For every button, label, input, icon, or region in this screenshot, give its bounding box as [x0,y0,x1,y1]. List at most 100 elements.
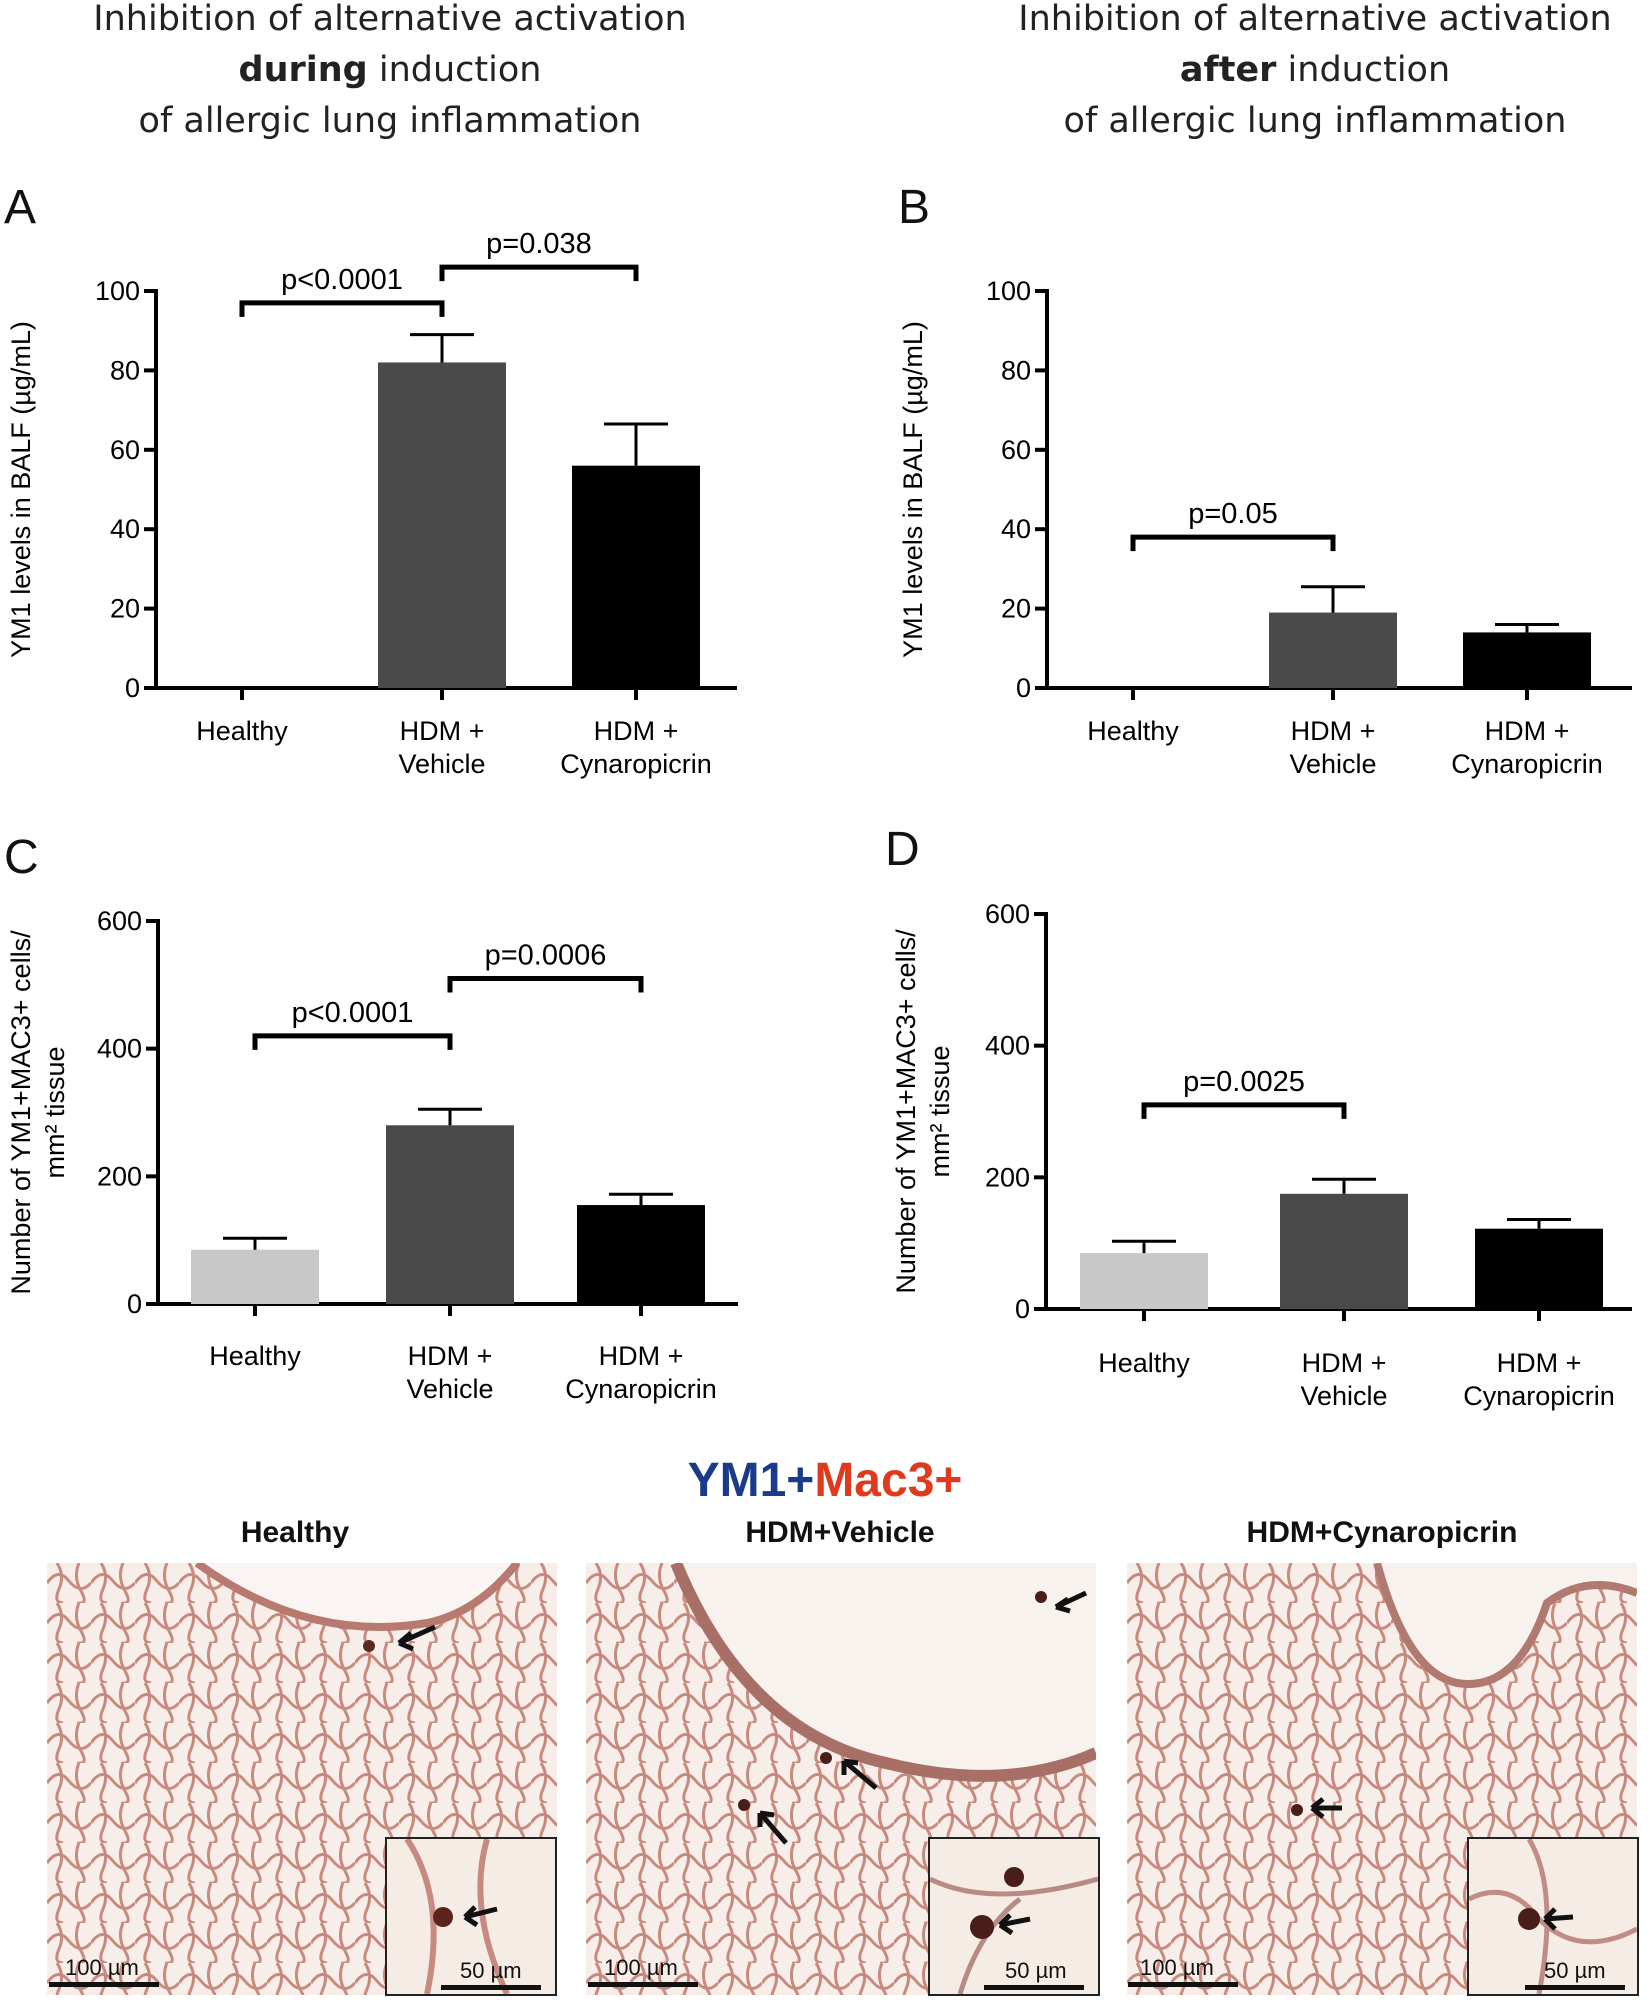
scale-bar-cynaropicrin [1128,1982,1238,1987]
y-tick-label-a: 20 [110,594,140,624]
heading-right-line1: Inhibition of alternative activation [1018,0,1612,39]
scale-bar-healthy [49,1982,159,1987]
scale-inset-cynaropicrin: 50 µm [1544,1958,1606,1983]
y-axis-label-c: mm² tissue [40,1046,70,1178]
scale-main-healthy: 100 µm [65,1955,139,1980]
x-tick-label-b: Cynaropicrin [1451,749,1603,779]
heading-left-line3: of allergic lung inflammation [138,101,642,141]
y-tick-label-b: 40 [1001,514,1031,544]
bar-c-0 [191,1249,319,1304]
y-tick-label-c: 0 [127,1289,142,1319]
y-axis-label-a: YM1 levels in BALF (µg/mL) [6,321,36,658]
scale-main-cynaropicrin: 100 µm [1140,1955,1214,1980]
bar-d-1 [1280,1193,1408,1309]
bar-c-2 [577,1205,705,1304]
bar-c-1 [386,1125,514,1304]
significance-bracket-d-0 [1141,1102,1347,1119]
heading-right-line2-rest: induction [1276,50,1451,90]
x-tick-label-b: Vehicle [1289,749,1376,779]
x-tick-label-a: HDM + [594,716,679,746]
staining-mac3-label: Mac3+ [814,1454,963,1507]
scale-inset-bar-vehicle [984,1985,1084,1990]
heading-left-bold: during [238,50,368,90]
scale-inset-healthy: 50 µm [460,1958,522,1983]
x-tick-label-d: Vehicle [1300,1381,1387,1411]
panel-letter-b: B [898,181,931,234]
x-tick-label-d: Cynaropicrin [1463,1381,1615,1411]
y-tick-label-b: 80 [1001,355,1031,385]
heading-right-line3: of allergic lung inflammation [1063,101,1567,141]
p-value-label-a-1: p=0.038 [486,228,592,260]
micrograph-label-healthy: Healthy [240,1516,350,1549]
x-tick-label-c: HDM + [599,1341,684,1371]
heading-left-line1: Inhibition of alternative activation [93,0,687,39]
p-value-label-c-0: p<0.0001 [292,997,414,1029]
y-tick-label-a: 60 [110,435,140,465]
y-tick-label-c: 400 [97,1034,142,1064]
y-axis-label-d: mm² tissue [925,1045,955,1177]
p-value-label-c-1: p=0.0006 [485,939,607,971]
bar-d-0 [1080,1253,1208,1309]
y-axis-label-b: YM1 levels in BALF (µg/mL) [898,321,928,658]
staining-ym1-label: YM1+ [687,1454,815,1507]
scale-inset-bar-cynaropicrin [1525,1985,1625,1990]
y-tick-label-d: 400 [985,1031,1030,1061]
significance-bracket-b-0 [1130,534,1336,552]
bar-b-1 [1269,612,1397,688]
bar-b-2 [1463,632,1591,688]
y-axis-label-d: Number of YM1+MAC3+ cells/ [891,929,921,1294]
micrograph-label-vehicle: HDM+Vehicle [745,1516,935,1549]
bar-a-1 [378,362,506,688]
y-tick-label-d: 200 [985,1162,1030,1192]
x-tick-label-a: Vehicle [398,749,485,779]
x-tick-label-c: HDM + [408,1341,493,1371]
y-tick-label-b: 20 [1001,594,1031,624]
x-tick-label-a: HDM + [400,716,485,746]
x-tick-label-c: Cynaropicrin [565,1374,717,1404]
significance-bracket-c-1 [447,975,644,993]
panel-letter-d: D [885,823,920,876]
heading-right-bold: after [1179,50,1277,90]
x-tick-label-d: Healthy [1098,1348,1190,1378]
x-tick-label-b: HDM + [1485,716,1570,746]
inset-healthy [385,1837,557,1996]
inset-cynaropicrin [1467,1837,1639,1996]
heading-left-line2-rest: induction [367,50,542,90]
x-tick-label-b: Healthy [1087,716,1179,746]
scale-main-vehicle: 100 µm [604,1955,678,1980]
staining-title: YM1+Mac3+ [0,1453,1650,1508]
panel-letter-c: C [4,831,39,884]
y-tick-label-b: 100 [986,276,1031,306]
x-tick-label-c: Vehicle [406,1374,493,1404]
x-tick-label-a: Cynaropicrin [560,749,712,779]
x-tick-label-d: HDM + [1497,1348,1582,1378]
micrograph-label-cynaropicrin: HDM+Cynaropicrin [1246,1516,1518,1549]
x-tick-label-b: HDM + [1291,716,1376,746]
bar-d-2 [1475,1228,1603,1309]
x-tick-label-d: HDM + [1302,1348,1387,1378]
scale-bar-vehicle [588,1982,698,1987]
heading-left-line2: during induction [40,45,740,96]
x-tick-label-c: Healthy [209,1341,301,1371]
y-tick-label-b: 0 [1016,673,1031,703]
inset-vehicle [928,1837,1100,1996]
p-value-label-a-0: p<0.0001 [281,264,403,296]
bar-a-2 [572,465,700,688]
x-tick-label-a: Healthy [196,716,288,746]
significance-bracket-c-0 [252,1033,453,1050]
y-tick-label-b: 60 [1001,435,1031,465]
heading-right-line2: after induction [965,45,1650,96]
heading-left: Inhibition of alternative activation dur… [40,0,740,147]
y-tick-label-c: 200 [97,1161,142,1191]
significance-bracket-a-1 [439,264,639,282]
y-tick-label-a: 40 [110,514,140,544]
p-value-label-b-0: p=0.05 [1188,498,1278,530]
y-axis-label-c: Number of YM1+MAC3+ cells/ [6,930,36,1295]
scale-inset-vehicle: 50 µm [1005,1958,1067,1983]
significance-bracket-a-0 [239,300,445,317]
y-tick-label-a: 100 [95,276,140,306]
y-tick-label-a: 80 [110,355,140,385]
heading-right: Inhibition of alternative activation aft… [965,0,1650,147]
y-tick-label-a: 0 [125,673,140,703]
